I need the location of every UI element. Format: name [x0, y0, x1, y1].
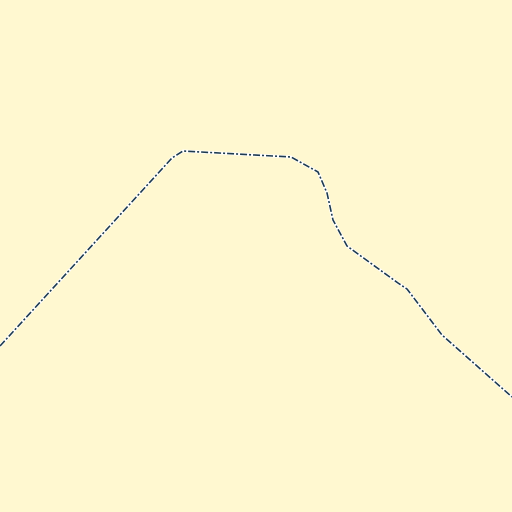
boundary-line	[0, 150, 512, 398]
boundary-line-group	[0, 149, 512, 399]
